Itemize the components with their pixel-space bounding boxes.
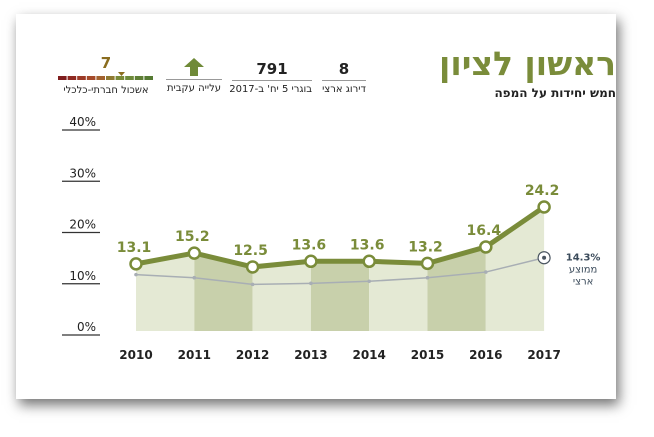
scale-cell xyxy=(134,76,144,80)
scale-cell xyxy=(86,76,96,80)
national-average-point xyxy=(484,270,488,274)
national-average-series xyxy=(134,251,551,287)
stat-divider xyxy=(322,80,366,81)
city-line xyxy=(135,204,546,270)
national-average-point xyxy=(250,282,255,287)
city-point xyxy=(304,254,318,269)
y-axis: 0% 10% 20% 30% 40% xyxy=(62,115,100,336)
national-average-point xyxy=(192,275,197,280)
national-average-value: 14.3% xyxy=(566,253,601,264)
city-point xyxy=(187,246,202,260)
stat-value: 791 xyxy=(256,60,288,78)
scale-cell xyxy=(77,76,86,80)
data-label: 13.6 xyxy=(292,237,327,253)
national-average-end-dot xyxy=(542,255,547,260)
area-band xyxy=(252,261,311,331)
x-tick-label: 2011 xyxy=(178,348,211,362)
x-axis: 2010 2011 2012 2013 2014 2015 2016 2017 xyxy=(119,348,561,362)
city-point xyxy=(479,240,493,254)
stat-graduates: 791 בוגרי 5 יח' ב-2017 xyxy=(229,60,312,96)
city-point xyxy=(129,257,143,271)
scale-cell xyxy=(125,76,134,80)
area-band xyxy=(136,253,195,331)
stat-value: 7 xyxy=(100,54,112,72)
national-average-line xyxy=(135,256,545,286)
data-label: 13.2 xyxy=(408,239,443,255)
national-average-point xyxy=(134,272,138,277)
scale-cell xyxy=(115,76,125,80)
y-tick-label: 20% xyxy=(69,218,96,232)
stat-divider xyxy=(166,79,222,80)
city-point xyxy=(537,200,551,214)
city-point xyxy=(362,254,376,269)
data-label: 24.2 xyxy=(525,183,560,199)
x-tick-label: 2017 xyxy=(527,348,560,362)
area-band xyxy=(427,246,486,331)
y-tick-label: 10% xyxy=(69,269,96,283)
page-title: ראשון לציון xyxy=(439,44,616,83)
data-label: 15.2 xyxy=(175,229,210,245)
stat-socioeconomic-cluster: 7 אשכול חברתי-כלכלי xyxy=(58,54,154,97)
y-tick-label: 40% xyxy=(69,115,96,129)
scale-cell xyxy=(58,76,67,80)
national-average-point xyxy=(367,279,372,284)
scale-cell xyxy=(96,76,105,80)
stat-label: עלייה עקבית xyxy=(166,83,222,94)
city-point xyxy=(245,260,260,274)
data-label: 12.5 xyxy=(233,243,268,259)
stat-label: דירוג ארצי xyxy=(322,84,366,95)
scale-cell xyxy=(106,76,115,80)
page-subtitle: חמש יחידות על המפה xyxy=(494,86,616,100)
stat-divider xyxy=(232,80,312,81)
x-tick-label: 2014 xyxy=(352,348,385,362)
national-average-point xyxy=(309,281,313,286)
scale-cell xyxy=(144,76,153,80)
up-arrow-icon xyxy=(184,58,204,76)
y-tick-label: 30% xyxy=(69,166,96,180)
stat-trend: עלייה עקבית xyxy=(166,58,222,95)
cluster-scale-icon xyxy=(58,72,153,80)
stat-value: 8 xyxy=(338,60,350,78)
stat-national-rank: 8 דירוג ארצי xyxy=(322,60,366,96)
national-average-caption: ארצי xyxy=(573,277,594,288)
stat-label: אשכול חברתי-כלכלי xyxy=(63,85,149,96)
x-tick-label: 2015 xyxy=(411,348,444,362)
data-label: 16.4 xyxy=(467,223,502,239)
stat-label: בוגרי 5 יח' ב-2017 xyxy=(229,84,312,95)
data-label: 13.6 xyxy=(350,237,385,253)
scale-cell xyxy=(67,76,77,80)
data-label: 13.1 xyxy=(117,240,152,256)
x-tick-label: 2012 xyxy=(236,348,269,362)
x-tick-label: 2010 xyxy=(119,348,152,362)
national-average-caption: ממוצע xyxy=(569,265,598,276)
national-average-point xyxy=(425,275,430,280)
city-point xyxy=(420,256,435,271)
x-tick-label: 2013 xyxy=(294,348,327,362)
x-tick-label: 2016 xyxy=(469,348,502,362)
y-tick-label: 0% xyxy=(77,320,96,334)
area-band xyxy=(310,261,370,331)
city-series: 13.1 15.2 12.5 13.6 13.6 13.2 16.4 24.2 xyxy=(117,183,560,274)
area-band xyxy=(369,261,428,331)
area-band xyxy=(194,253,253,331)
